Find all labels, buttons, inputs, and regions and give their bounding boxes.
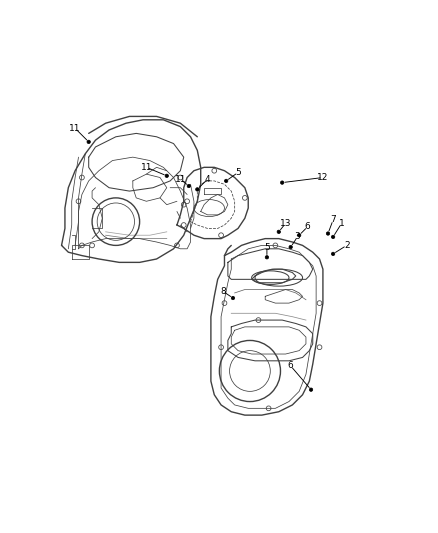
Circle shape — [280, 181, 284, 184]
Text: 4: 4 — [205, 175, 210, 184]
Circle shape — [326, 232, 330, 235]
Circle shape — [332, 235, 335, 239]
Text: 11: 11 — [69, 124, 81, 133]
Circle shape — [187, 184, 191, 188]
Text: 1: 1 — [339, 219, 344, 228]
Text: 6: 6 — [288, 361, 293, 370]
Circle shape — [277, 230, 280, 233]
Circle shape — [297, 233, 301, 237]
Text: 11: 11 — [141, 163, 152, 172]
Circle shape — [332, 252, 335, 256]
Circle shape — [196, 188, 199, 191]
Text: 7: 7 — [330, 215, 336, 224]
Text: 11: 11 — [175, 175, 186, 184]
Text: 2: 2 — [344, 241, 350, 250]
Circle shape — [289, 245, 292, 249]
Text: 12: 12 — [317, 173, 328, 182]
Circle shape — [231, 296, 235, 300]
Text: 5: 5 — [264, 243, 270, 252]
Text: 6: 6 — [305, 222, 311, 231]
Text: 3: 3 — [295, 232, 300, 241]
Circle shape — [265, 256, 268, 259]
Text: 5: 5 — [235, 168, 241, 177]
Text: 13: 13 — [280, 219, 291, 228]
Circle shape — [165, 174, 169, 177]
Circle shape — [309, 388, 313, 391]
Circle shape — [87, 140, 90, 143]
Text: 8: 8 — [220, 287, 226, 296]
Circle shape — [224, 179, 228, 183]
